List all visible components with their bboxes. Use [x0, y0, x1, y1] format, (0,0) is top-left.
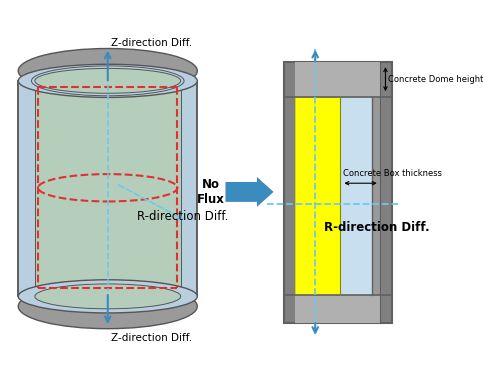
Text: Z-direction Diff.: Z-direction Diff.: [111, 38, 192, 48]
Ellipse shape: [18, 49, 197, 93]
Text: Concrete Dome height: Concrete Dome height: [388, 75, 483, 83]
Text: No
Flux: No Flux: [197, 178, 225, 206]
Bar: [295, 62, 381, 97]
Bar: [295, 97, 340, 295]
Polygon shape: [18, 81, 197, 296]
Text: Concrete Box thickness: Concrete Box thickness: [343, 169, 442, 178]
Ellipse shape: [18, 284, 197, 329]
Ellipse shape: [35, 284, 181, 309]
Bar: [295, 295, 381, 323]
Bar: [372, 97, 381, 295]
Text: Z-direction Diff.: Z-direction Diff.: [111, 333, 192, 343]
Polygon shape: [35, 81, 181, 296]
Bar: [284, 62, 392, 323]
Ellipse shape: [18, 64, 197, 97]
Ellipse shape: [35, 69, 181, 93]
Ellipse shape: [18, 280, 197, 313]
Text: R-direction Diff.: R-direction Diff.: [137, 210, 228, 223]
Bar: [340, 97, 372, 295]
Ellipse shape: [31, 66, 184, 96]
FancyArrow shape: [226, 177, 273, 207]
Text: R-direction Diff.: R-direction Diff.: [324, 221, 429, 234]
